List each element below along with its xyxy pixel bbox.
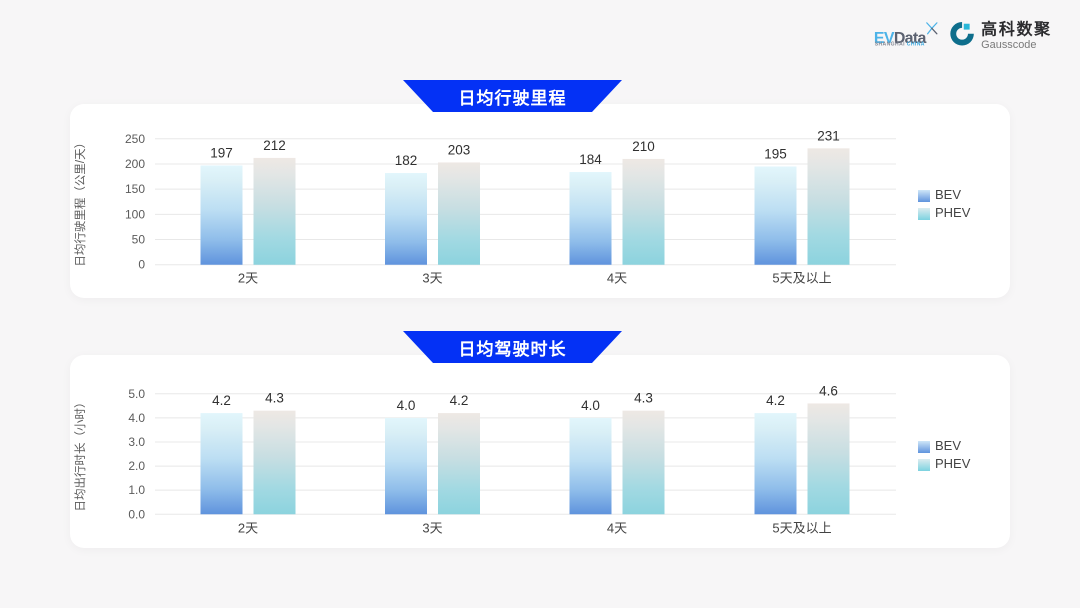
svg-text:BEV: BEV bbox=[935, 187, 961, 202]
svg-text:3天: 3天 bbox=[422, 520, 442, 535]
svg-text:184: 184 bbox=[579, 152, 602, 167]
svg-text:2天: 2天 bbox=[238, 271, 258, 286]
svg-text:4.6: 4.6 bbox=[819, 383, 838, 398]
svg-text:50: 50 bbox=[132, 233, 146, 247]
svg-text:231: 231 bbox=[817, 128, 840, 143]
svg-text:PHEV: PHEV bbox=[935, 456, 971, 471]
svg-text:5天及以上: 5天及以上 bbox=[772, 520, 831, 535]
svg-text:150: 150 bbox=[125, 182, 145, 196]
svg-text:4.3: 4.3 bbox=[265, 391, 284, 406]
svg-text:195: 195 bbox=[764, 146, 787, 161]
svg-text:4.3: 4.3 bbox=[634, 391, 653, 406]
svg-text:5天及以上: 5天及以上 bbox=[772, 271, 831, 286]
svg-text:2.0: 2.0 bbox=[128, 459, 145, 473]
svg-text:100: 100 bbox=[125, 207, 145, 221]
svg-text:日均行驶里程（公里/天）: 日均行驶里程（公里/天） bbox=[73, 137, 87, 267]
svg-text:3天: 3天 bbox=[422, 271, 442, 286]
svg-text:197: 197 bbox=[210, 145, 233, 160]
svg-text:3.0: 3.0 bbox=[128, 435, 145, 449]
svg-text:210: 210 bbox=[632, 139, 655, 154]
svg-text:0.0: 0.0 bbox=[128, 507, 145, 521]
svg-text:4.0: 4.0 bbox=[128, 411, 145, 425]
svg-text:0: 0 bbox=[138, 258, 145, 272]
svg-text:4天: 4天 bbox=[607, 271, 627, 286]
svg-text:200: 200 bbox=[125, 157, 145, 171]
svg-text:4.0: 4.0 bbox=[581, 398, 600, 413]
svg-text:日均出行时长（小时）: 日均出行时长（小时） bbox=[73, 397, 87, 512]
svg-text:2天: 2天 bbox=[238, 520, 258, 535]
svg-text:4.2: 4.2 bbox=[212, 393, 231, 408]
svg-text:250: 250 bbox=[125, 132, 145, 146]
svg-text:212: 212 bbox=[263, 138, 286, 153]
svg-text:1.0: 1.0 bbox=[128, 483, 145, 497]
svg-text:5.0: 5.0 bbox=[128, 387, 145, 401]
svg-text:BEV: BEV bbox=[935, 438, 961, 453]
svg-text:203: 203 bbox=[448, 142, 471, 157]
svg-text:PHEV: PHEV bbox=[935, 205, 971, 220]
svg-text:4.2: 4.2 bbox=[450, 393, 469, 408]
svg-text:4天: 4天 bbox=[607, 520, 627, 535]
svg-text:4.2: 4.2 bbox=[766, 393, 785, 408]
svg-text:4.0: 4.0 bbox=[397, 398, 416, 413]
svg-text:182: 182 bbox=[395, 153, 418, 168]
